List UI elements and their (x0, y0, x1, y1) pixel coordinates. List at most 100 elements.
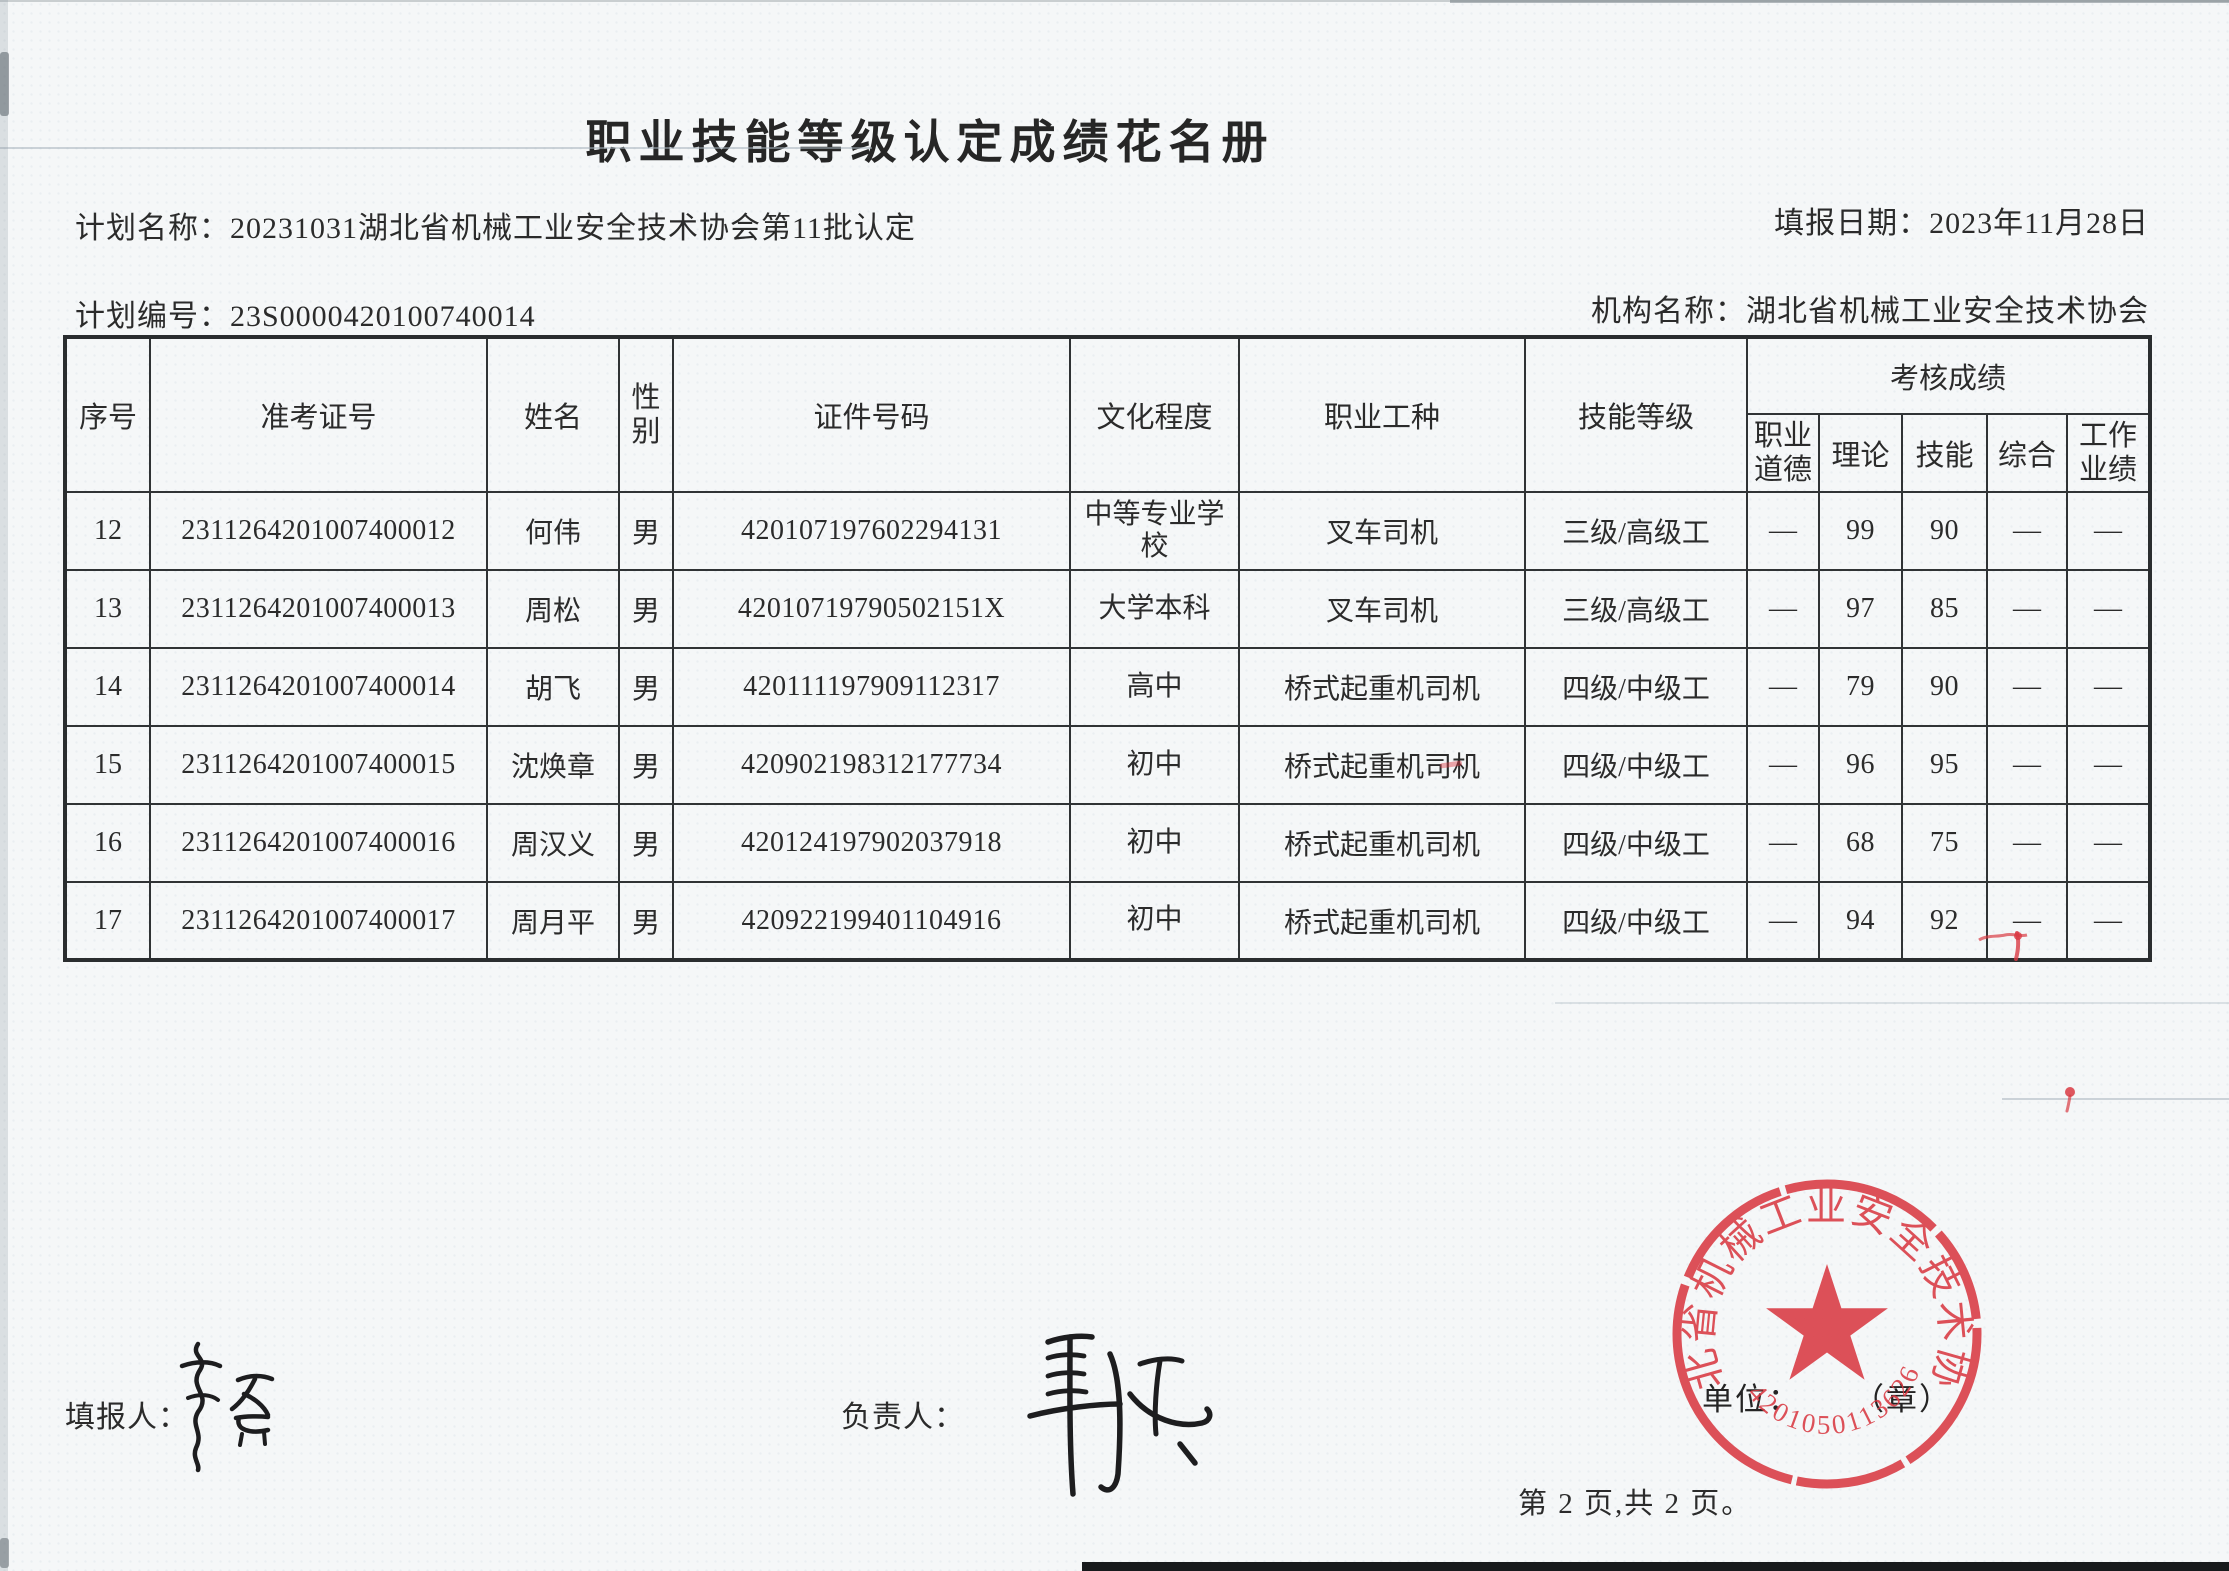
table-row: 13 2311264201007400013 周松男 4201071979050215… (64, 569, 2152, 649)
cell-theory: 97 (1818, 569, 1903, 649)
scan-artifact-line-right-1 (1555, 1002, 2229, 1004)
col-header-comprehensive: 综合 (1986, 413, 2068, 493)
cell-work-performance: — (2065, 647, 2152, 727)
cell-seq: 13 (64, 569, 151, 649)
scan-artifact-bottom-bar (1082, 1562, 2229, 1571)
cell-skill-level: 四级/中级工 (1524, 725, 1748, 805)
cell-comprehensive: — (1986, 569, 2068, 649)
cell-education: 高中 (1069, 647, 1240, 727)
cell-occupation: 桥式起重机司机 (1238, 881, 1526, 961)
stamp-ring-text: 湖北省机械工业安全技术协会 (1659, 1166, 1978, 1395)
cell-skill-level: 四级/中级工 (1524, 647, 1748, 727)
table-row: 17 2311264201007400017 周月平男 420922199401104… (64, 881, 2152, 961)
unit-line: 单位： （章） (1702, 1374, 1952, 1419)
cell-skill: 75 (1901, 803, 1988, 883)
table-row: 12 2311264201007400012 何伟男 4201071976022941… (64, 491, 2152, 571)
plan-no-label: 计划编号： (75, 300, 230, 333)
roster-rows: 12 2311264201007400012 何伟男 4201071976022941… (64, 491, 2152, 961)
cell-name: 周松 (486, 569, 620, 649)
cell-skill-level: 三级/高级工 (1524, 491, 1748, 571)
plan-name-label: 计划名称： (75, 212, 230, 245)
cell-theory: 99 (1818, 491, 1903, 571)
cell-work-performance: — (2065, 491, 2152, 571)
cell-skill: 85 (1901, 569, 1988, 649)
cell-ethics: — (1746, 881, 1820, 961)
scan-artifact-line-right-2 (2002, 1098, 2229, 1100)
cell-gender: 男 (618, 491, 674, 571)
manager-signature (1027, 1333, 1213, 1497)
cell-occupation: 桥式起重机司机 (1238, 803, 1526, 883)
plan-no-line: 计划编号：23S0000420100740014 (75, 291, 536, 335)
scan-artifact-left-mark-1 (0, 52, 9, 116)
cell-exam-no: 2311264201007400013 (149, 569, 488, 649)
report-date-line: 填报日期：2023年11月28日 (1774, 198, 2149, 242)
col-header-skill-level: 技能等级 (1524, 336, 1748, 493)
cell-gender: 男 (618, 881, 674, 961)
cell-skill: 95 (1901, 725, 1988, 805)
cell-id-no: 42010719790502151X (672, 569, 1071, 649)
cell-id-no: 420902198312177734 (672, 725, 1071, 805)
cell-exam-no: 2311264201007400016 (149, 803, 488, 883)
cell-name: 周汉义 (486, 803, 620, 883)
cell-seq: 14 (64, 647, 151, 727)
cell-work-performance: — (2065, 803, 2152, 883)
cell-skill: 90 (1901, 491, 1988, 571)
cell-exam-no: 2311264201007400015 (149, 725, 488, 805)
cell-ethics: — (1746, 491, 1820, 571)
cell-id-no: 420922199401104916 (672, 881, 1071, 961)
table-row: 15 2311264201007400015 沈焕章男 420902198312177… (64, 725, 2152, 805)
cell-skill-level: 四级/中级工 (1524, 803, 1748, 883)
cell-id-no: 420124197902037918 (672, 803, 1071, 883)
cell-education: 初中 (1069, 803, 1240, 883)
stamp-star (1766, 1264, 1888, 1380)
cell-exam-no: 2311264201007400012 (149, 491, 488, 571)
col-header-seq: 序号 (64, 336, 151, 493)
cell-comprehensive: — (1986, 647, 2068, 727)
scan-artifact-left-mark-2 (0, 1538, 9, 1568)
official-red-stamp: 湖北省机械工业安全技术协会 4201050113626 (1659, 1166, 1982, 1489)
org-name-line: 机构名称：湖北省机械工业安全技术协会 (1591, 286, 2149, 330)
scan-artifact-top-edge-right (1450, 0, 2229, 3)
cell-seq: 16 (64, 803, 151, 883)
cell-id-no: 420107197602294131 (672, 491, 1071, 571)
cell-seq: 12 (64, 491, 151, 571)
page-number-footer: 第 2 页,共 2 页。 (1518, 1488, 1753, 1520)
cell-ethics: — (1746, 803, 1820, 883)
cell-education: 初中 (1069, 725, 1240, 805)
cell-comprehensive: — (1986, 803, 2068, 883)
cell-ethics: — (1746, 647, 1820, 727)
seal-placeholder: （章） (1853, 1382, 1952, 1417)
plan-name-line: 计划名称：20231031湖北省机械工业安全技术协会第11批认定 (75, 203, 916, 247)
plan-name-value: 20231031湖北省机械工业安全技术协会第11批认定 (230, 212, 916, 245)
col-header-name: 姓名 (486, 336, 620, 493)
cell-theory: 79 (1818, 647, 1903, 727)
cell-occupation: 桥式起重机司机 (1238, 647, 1526, 727)
cell-gender: 男 (618, 569, 674, 649)
filler-signature (179, 1341, 275, 1473)
cell-skill-level: 三级/高级工 (1524, 569, 1748, 649)
cell-education: 大学本科 (1069, 569, 1240, 649)
cell-theory: 94 (1818, 881, 1903, 961)
col-header-gender: 性别 (618, 336, 674, 493)
col-header-exam-no: 准考证号 (149, 336, 488, 493)
cell-gender: 男 (618, 725, 674, 805)
cell-education: 中等专业学校 (1069, 491, 1240, 571)
cell-work-performance: — (2065, 725, 2152, 805)
table-row: 16 2311264201007400016 周汉义男 420124197902037… (64, 803, 2152, 883)
table-row: 14 2311264201007400014 胡飞男 4201111979091123… (64, 647, 2152, 727)
cell-name: 胡飞 (486, 647, 620, 727)
cell-id-no: 420111197909112317 (672, 647, 1071, 727)
manager-label: 负责人： (841, 1401, 965, 1434)
cell-skill: 90 (1901, 647, 1988, 727)
cell-occupation: 叉车司机 (1238, 491, 1526, 571)
cell-name: 周月平 (486, 881, 620, 961)
col-header-theory: 理论 (1818, 413, 1903, 493)
col-header-scores-group: 考核成绩 (1745, 336, 2152, 415)
stamp-serial-number: 4201050113626 (1740, 1356, 1934, 1452)
cell-gender: 男 (618, 647, 674, 727)
cell-seq: 15 (64, 725, 151, 805)
cell-work-performance: — (2065, 569, 2152, 649)
cell-comprehensive: — (1986, 881, 2068, 961)
cell-exam-no: 2311264201007400014 (149, 647, 488, 727)
